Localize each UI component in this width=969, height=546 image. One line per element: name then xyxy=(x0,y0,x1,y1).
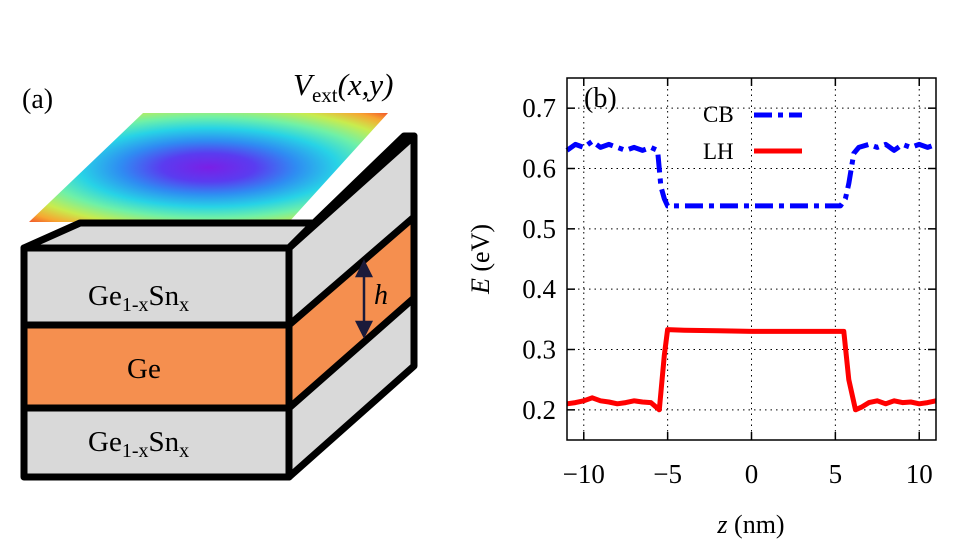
grid-lines xyxy=(567,78,936,440)
bottom-alloy-label: Ge1-xSnx xyxy=(88,426,189,462)
y-tick-label: 0.5 xyxy=(522,214,556,244)
layer-top-alloy xyxy=(24,248,289,325)
series-line-lh xyxy=(566,327,937,413)
top-alloy-label: Ge1-xSnx xyxy=(88,280,189,316)
x-axis-title: z (nm) xyxy=(716,510,784,539)
legend-label-lh: LH xyxy=(703,139,734,164)
axis-ticks: −10 −5 0 5 10 0.2 0.3 0.4 0.5 0.6 0.7 xyxy=(522,78,936,489)
height-label: h xyxy=(374,280,388,311)
layer-ge xyxy=(24,325,289,408)
x-tick-label: 5 xyxy=(829,459,843,489)
series-lines xyxy=(565,138,937,413)
box-right-face-bottom xyxy=(289,298,414,477)
box-right-face-top xyxy=(289,136,414,325)
layer-bottom-alloy xyxy=(24,408,289,477)
panel-b: −10 −5 0 5 10 0.2 0.3 0.4 0.5 0.6 0.7 (b) CB LH z … xyxy=(466,77,937,539)
box-right-face-middle xyxy=(289,217,414,408)
y-tick-label: 0.2 xyxy=(522,395,556,425)
y-tick-label: 0.3 xyxy=(522,335,556,365)
panel-a: (a) Vext(x,y) xyxy=(20,67,418,481)
x-tick-label: −10 xyxy=(563,459,605,489)
x-tick-label: 10 xyxy=(906,459,933,489)
legend-label-cb: CB xyxy=(703,102,734,127)
panel-a-label: (a) xyxy=(22,84,53,115)
y-tick-label: 0.6 xyxy=(522,154,556,184)
y-tick-label: 0.7 xyxy=(522,93,556,123)
ge-label: Ge xyxy=(127,353,161,385)
potential-subscript: ext xyxy=(312,83,338,107)
panel-b-label: (b) xyxy=(584,83,617,114)
plot-frame xyxy=(566,77,937,441)
box-top-face xyxy=(20,219,318,252)
y-axis-title: E (eV) xyxy=(466,224,495,295)
potential-map xyxy=(29,113,388,222)
legend: CB LH xyxy=(703,102,802,164)
y-tick-label: 0.4 xyxy=(522,274,556,304)
potential-label: Vext(x,y) xyxy=(293,67,394,107)
potential-arguments: (x,y) xyxy=(338,67,394,102)
x-tick-label: −5 xyxy=(653,459,682,489)
x-tick-label: 0 xyxy=(745,459,759,489)
height-arrow xyxy=(354,259,374,339)
box-outline xyxy=(20,132,418,481)
potential-symbol: V xyxy=(293,67,315,102)
series-line-cb xyxy=(565,138,937,209)
